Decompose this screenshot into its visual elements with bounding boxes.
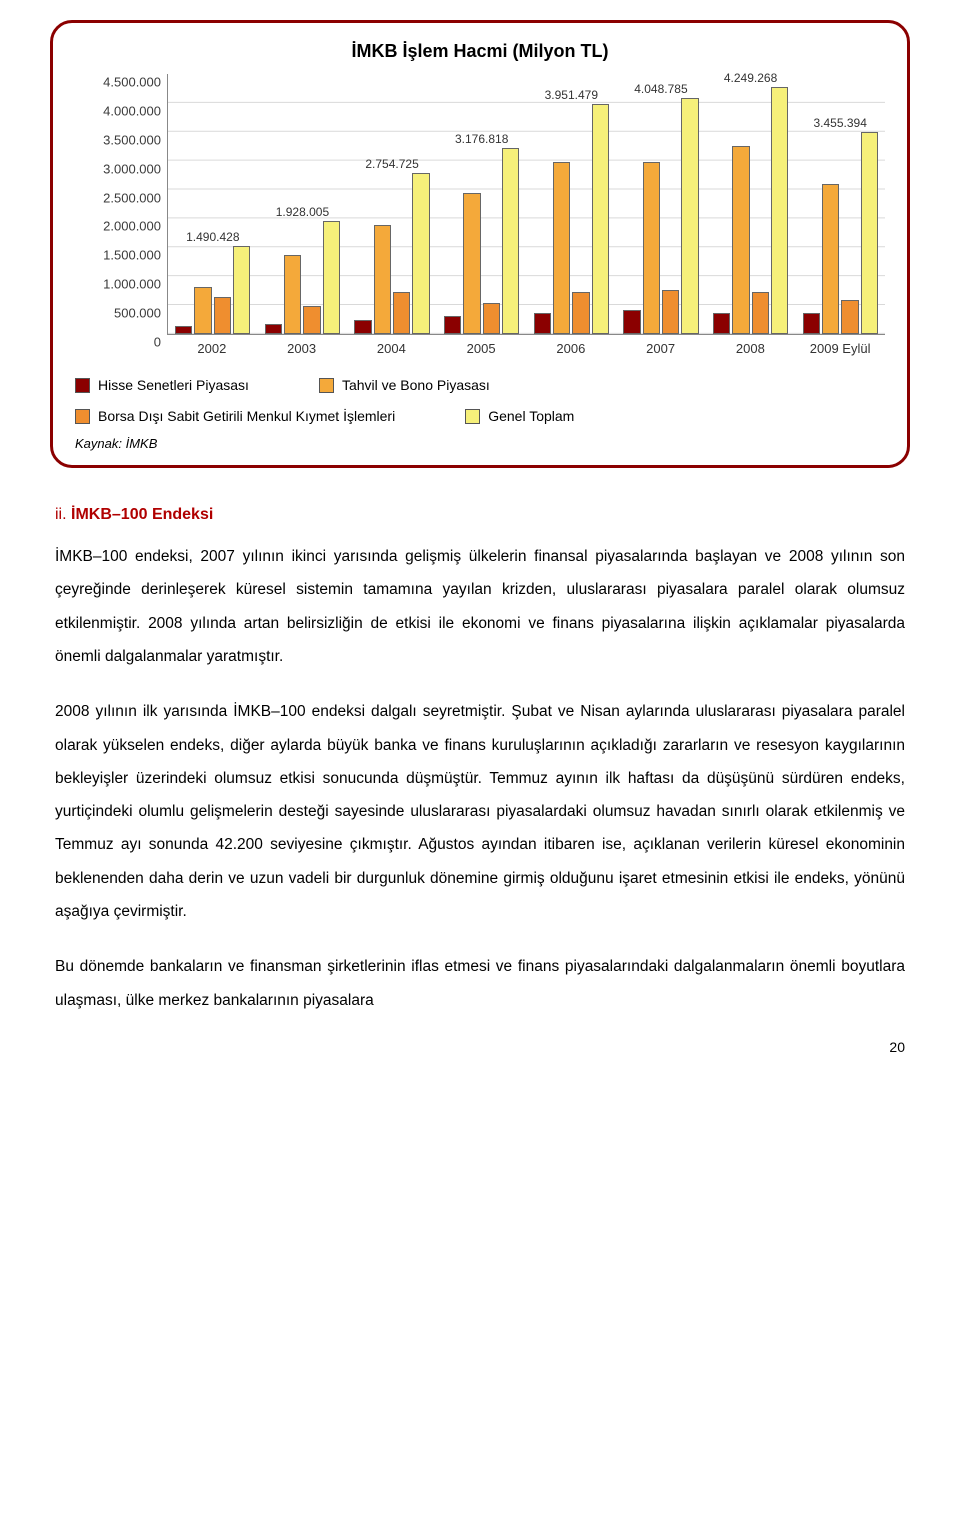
- legend-label: Genel Toplam: [488, 401, 574, 432]
- bar: [265, 324, 282, 334]
- y-tick-label: 1.000.000: [103, 277, 161, 292]
- paragraph: Bu dönemde bankaların ve finansman şirke…: [55, 950, 905, 1017]
- y-tick-label: 2.000.000: [103, 219, 161, 234]
- page-number: 20: [0, 1039, 905, 1055]
- bar-group: 1.490.428: [168, 74, 258, 334]
- legend-item: Tahvil ve Bono Piyasası: [319, 370, 490, 401]
- y-tick-label: 0: [154, 335, 161, 350]
- bar-value-label: 4.249.268: [724, 71, 777, 85]
- legend-label: Hisse Senetleri Piyasası: [98, 370, 249, 401]
- bar: [841, 300, 858, 334]
- x-tick-label: 2008: [706, 335, 796, 356]
- legend-swatch: [75, 409, 90, 424]
- x-tick-label: 2007: [616, 335, 706, 356]
- chart-plot: 1.490.428 1.928.005 2.754.725 3.176.818 3.95…: [167, 74, 885, 335]
- chart-card: İMKB İşlem Hacmi (Milyon TL) 0 500.000 1.0…: [50, 20, 910, 468]
- bar-group: 3.176.818: [437, 74, 527, 334]
- bar-group: 1.928.005: [258, 74, 348, 334]
- bar-value-label: 3.176.818: [455, 132, 508, 146]
- bar-value-label: 3.455.394: [813, 116, 866, 130]
- x-tick-label: 2005: [436, 335, 526, 356]
- x-tick-label: 2003: [257, 335, 347, 356]
- bar: [771, 87, 788, 335]
- bar: [323, 221, 340, 334]
- bar: [284, 255, 301, 334]
- bar: [214, 297, 231, 334]
- paragraph: İMKB–100 endeksi, 2007 yılının ikinci ya…: [55, 540, 905, 673]
- y-tick-label: 1.500.000: [103, 248, 161, 263]
- bar: [233, 246, 250, 334]
- bar: [572, 292, 589, 334]
- bar: [732, 146, 749, 334]
- bar-group: 3.455.394: [795, 74, 885, 334]
- chart-legend: Hisse Senetleri Piyasası Tahvil ve Bono …: [75, 370, 885, 432]
- bar-group: 4.048.785: [616, 74, 706, 334]
- bar: [175, 326, 192, 334]
- bar: [463, 193, 480, 334]
- subsection-title: İMKB–100 Endeksi: [71, 506, 213, 523]
- bar: [194, 287, 211, 334]
- legend-label: Tahvil ve Bono Piyasası: [342, 370, 490, 401]
- bar: [534, 313, 551, 334]
- y-tick-label: 2.500.000: [103, 190, 161, 205]
- bar: [502, 148, 519, 334]
- bar: [444, 316, 461, 334]
- bar-group: 2.754.725: [347, 74, 437, 334]
- paragraph: 2008 yılının ilk yarısında İMKB–100 ende…: [55, 695, 905, 928]
- bar: [681, 98, 698, 334]
- legend-swatch: [75, 378, 90, 393]
- y-tick-label: 3.000.000: [103, 161, 161, 176]
- x-tick-label: 2006: [526, 335, 616, 356]
- bar: [483, 303, 500, 334]
- bar: [592, 104, 609, 334]
- bar-value-label: 4.048.785: [634, 82, 687, 96]
- bar-group: 3.951.479: [527, 74, 617, 334]
- legend-label: Borsa Dışı Sabit Getirili Menkul Kıymet …: [98, 401, 395, 432]
- bar-value-label: 3.951.479: [545, 88, 598, 102]
- bar: [354, 320, 371, 334]
- chart-source: Kaynak: İMKB: [75, 436, 885, 451]
- x-tick-label: 2004: [347, 335, 437, 356]
- body-text: ii. İMKB–100 Endeksi İMKB–100 endeksi, 2…: [55, 498, 905, 1017]
- y-tick-label: 4.500.000: [103, 75, 161, 90]
- bar: [393, 292, 410, 334]
- bar: [803, 313, 820, 334]
- chart-area: 0500.0001.000.0001.500.0002.000.0002.500…: [75, 74, 885, 335]
- bar-group: 4.249.268: [706, 74, 796, 334]
- bar: [822, 184, 839, 334]
- legend-item: Hisse Senetleri Piyasası: [75, 370, 249, 401]
- bar-groups: 1.490.428 1.928.005 2.754.725 3.176.818 3.95…: [168, 74, 885, 334]
- bar: [303, 306, 320, 334]
- bar: [861, 132, 878, 334]
- bar-value-label: 1.490.428: [186, 230, 239, 244]
- y-tick-label: 3.500.000: [103, 132, 161, 147]
- bar: [713, 313, 730, 334]
- y-tick-label: 4.000.000: [103, 103, 161, 118]
- x-tick-label: 2002: [167, 335, 257, 356]
- legend-swatch: [465, 409, 480, 424]
- x-tick-label: 2009 Eylül: [795, 335, 885, 356]
- bar: [662, 290, 679, 334]
- bar: [553, 162, 570, 334]
- subsection-number: ii.: [55, 506, 67, 523]
- bar: [752, 292, 769, 334]
- bar-value-label: 1.928.005: [276, 205, 329, 219]
- bar: [643, 162, 660, 334]
- legend-item: Genel Toplam: [465, 401, 574, 432]
- bar: [412, 173, 429, 334]
- bar: [374, 225, 391, 334]
- legend-item: Borsa Dışı Sabit Getirili Menkul Kıymet …: [75, 401, 395, 432]
- bar: [623, 310, 640, 334]
- chart-title: İMKB İşlem Hacmi (Milyon TL): [75, 41, 885, 62]
- subsection-heading: ii. İMKB–100 Endeksi: [55, 498, 905, 532]
- y-tick-label: 500.000: [114, 306, 161, 321]
- legend-swatch: [319, 378, 334, 393]
- y-axis: 0500.0001.000.0001.500.0002.000.0002.500…: [75, 74, 167, 334]
- bar-value-label: 2.754.725: [365, 157, 418, 171]
- x-axis-labels: 20022003200420052006200720082009 Eylül: [167, 335, 885, 356]
